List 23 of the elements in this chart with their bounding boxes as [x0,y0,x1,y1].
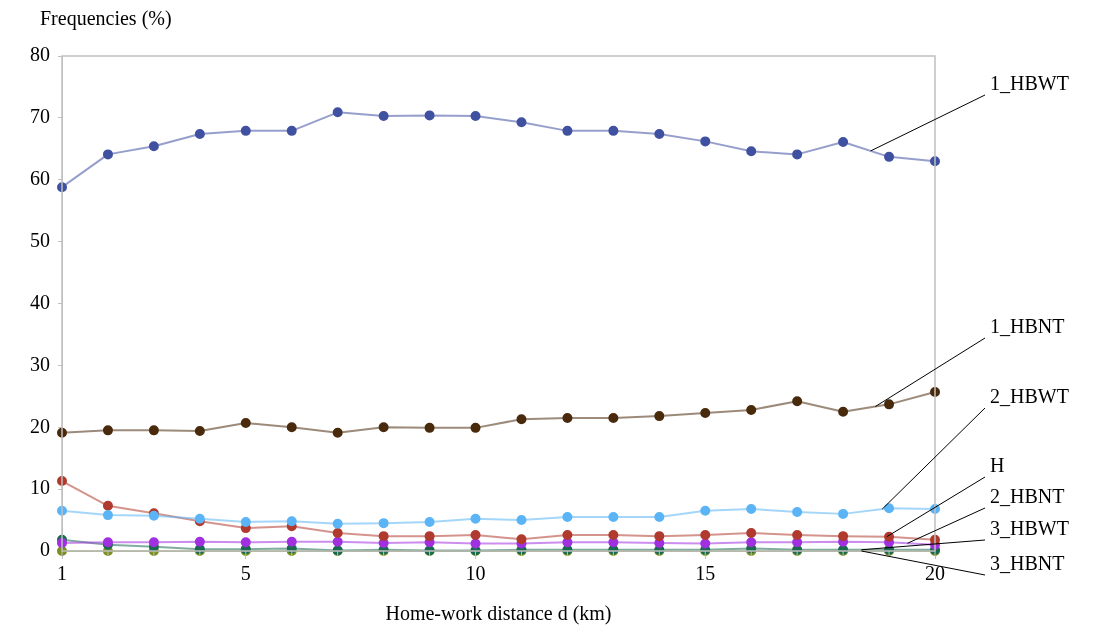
x-axis-title: Home-work distance d (km) [385,602,612,626]
text: 2_HBWT [990,385,1069,408]
y-tick-label: 80 [30,43,50,66]
y-axis-title: Frequencies (%) [40,7,172,31]
x-tick-label: 10 [465,562,486,585]
text: 3_HBWT [990,517,1069,540]
text: 3_HBNT [990,552,1065,575]
y-tick-label: 60 [30,167,50,189]
x-tick-label: 1 [57,562,67,585]
x-tick-label: 15 [695,562,716,585]
y-tick-label: 70 [30,105,50,128]
text: H [990,454,1005,477]
x-tick-label: 5 [240,562,251,585]
text: 2_HBNT [990,485,1065,508]
y-tick-label: 10 [30,476,50,499]
y-tick-label: 20 [30,414,50,437]
x-tick-label: 20 [925,562,945,585]
y-tick-label: 0 [40,538,50,561]
y-tick-label: 40 [30,290,50,313]
y-tick-label: 50 [30,228,50,251]
text: 1_HBNT [990,315,1065,338]
text: 1_HBWT [990,72,1069,95]
y-tick-label: 30 [30,352,50,375]
